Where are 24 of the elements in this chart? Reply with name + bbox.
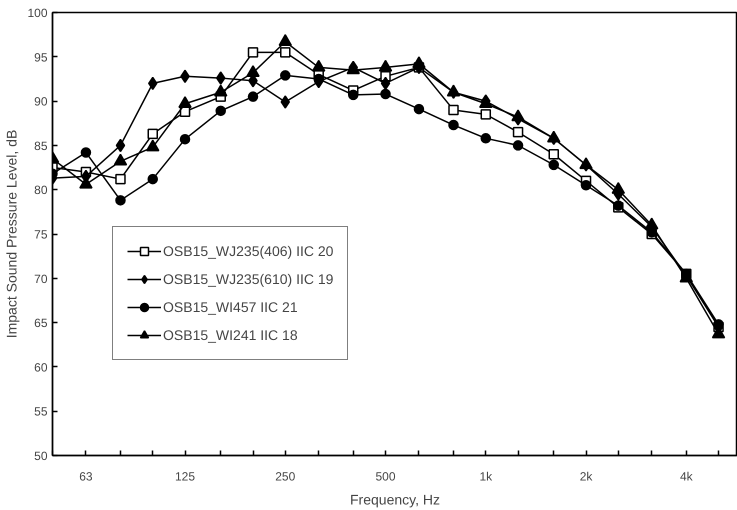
legend-label: OSB15_WJ235(610) IIC 19 [163, 271, 334, 287]
legend-label: OSB15_WI241 IIC 18 [163, 327, 298, 343]
legend-label: OSB15_WI457 IIC 21 [163, 299, 298, 315]
x-tick-label: 4k [680, 470, 694, 484]
x-tick-label: 125 [175, 470, 196, 484]
y-tick-label: 75 [34, 228, 48, 242]
y-tick-label: 60 [34, 360, 48, 374]
y-tick-label: 80 [34, 183, 48, 198]
x-axis-title: Frequency, Hz [350, 492, 440, 508]
legend-label: OSB15_WJ235(406) IIC 20 [163, 243, 334, 259]
y-tick-label: 100 [27, 6, 48, 20]
x-tick-label: 2k [580, 470, 594, 484]
y-tick-label: 50 [34, 449, 48, 463]
y-tick-label: 85 [34, 138, 48, 153]
y-tick-label: 65 [34, 316, 48, 330]
x-tick-label: 63 [79, 470, 93, 484]
y-tick-label: 70 [34, 272, 48, 286]
y-tick-label: 55 [34, 404, 48, 419]
x-tick-label: 250 [275, 470, 296, 484]
y-tick-label: 95 [34, 50, 48, 64]
y-tick-label: 90 [34, 94, 48, 109]
x-tick-label: 1k [479, 470, 494, 484]
y-axis-title: Impact Sound Pressure Level, dB [3, 130, 20, 338]
x-tick-label: 500 [376, 470, 396, 484]
